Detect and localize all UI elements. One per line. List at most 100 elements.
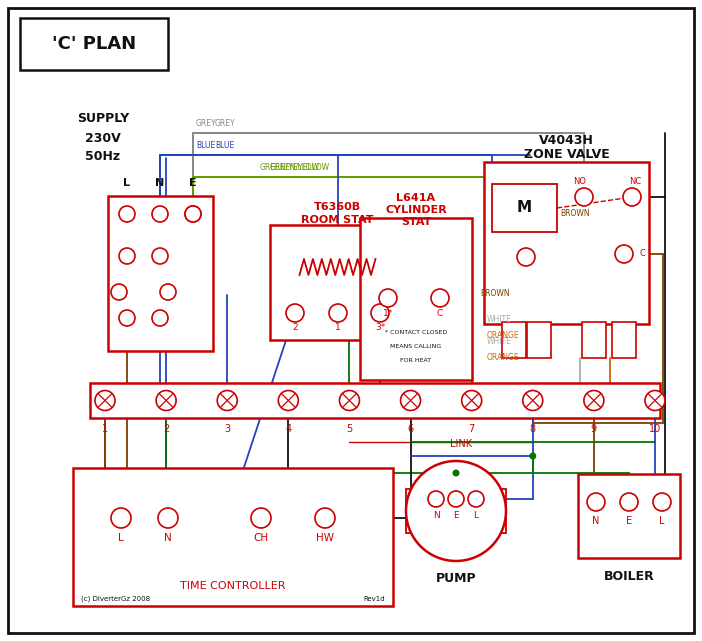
Bar (406, 489, 420, 533)
Text: HW: HW (316, 533, 334, 543)
Circle shape (462, 390, 482, 410)
Circle shape (448, 491, 464, 507)
Text: GREEN/YELLOW: GREEN/YELLOW (260, 163, 320, 172)
Circle shape (623, 188, 641, 206)
Text: 1: 1 (102, 424, 108, 434)
Text: 1*: 1* (383, 308, 393, 317)
Text: E: E (189, 178, 197, 188)
Text: LINK: LINK (450, 439, 472, 449)
Circle shape (428, 491, 444, 507)
Circle shape (587, 493, 605, 511)
Circle shape (615, 245, 633, 263)
Bar (578, 474, 680, 558)
Text: T6360B: T6360B (314, 202, 361, 212)
Circle shape (653, 493, 671, 511)
Bar (73, 468, 393, 606)
Text: BROWN: BROWN (480, 289, 510, 298)
Circle shape (152, 248, 168, 264)
Text: 4: 4 (285, 424, 291, 434)
Circle shape (401, 390, 420, 410)
Circle shape (584, 390, 604, 410)
Bar (90, 383, 660, 418)
Text: N: N (432, 512, 439, 520)
Text: 6: 6 (407, 424, 413, 434)
Text: C: C (639, 249, 645, 258)
Text: PUMP: PUMP (436, 572, 477, 585)
Text: L: L (474, 512, 479, 520)
Text: STAT: STAT (401, 217, 431, 227)
Bar (582, 322, 606, 358)
Text: FOR HEAT: FOR HEAT (400, 358, 432, 363)
Text: NC: NC (629, 176, 641, 185)
Text: N: N (592, 516, 600, 526)
Text: Rev1d: Rev1d (364, 596, 385, 602)
Text: V4043H: V4043H (539, 133, 594, 147)
Text: L: L (118, 533, 124, 543)
Bar (502, 322, 526, 358)
Text: WHITE: WHITE (487, 315, 512, 324)
Text: 2: 2 (163, 424, 169, 434)
Circle shape (329, 304, 347, 322)
Circle shape (217, 390, 237, 410)
Circle shape (160, 284, 176, 300)
Text: 1: 1 (335, 322, 341, 331)
Text: N: N (155, 178, 165, 188)
Bar (612, 322, 636, 358)
Text: GREY: GREY (215, 119, 236, 128)
Text: L: L (124, 178, 131, 188)
Circle shape (575, 188, 593, 206)
Text: BLUE: BLUE (196, 141, 216, 150)
Circle shape (111, 284, 127, 300)
Text: ORANGE: ORANGE (487, 331, 519, 340)
Bar (492, 184, 557, 232)
Text: N: N (164, 533, 172, 543)
Text: 3: 3 (224, 424, 230, 434)
Circle shape (431, 289, 449, 307)
Bar (108, 196, 213, 351)
Bar (492, 489, 506, 533)
Text: ORANGE: ORANGE (487, 353, 519, 363)
Circle shape (152, 310, 168, 326)
Text: NO: NO (574, 176, 586, 185)
Circle shape (119, 206, 135, 222)
Circle shape (185, 206, 201, 222)
Circle shape (119, 310, 135, 326)
Text: BLUE: BLUE (215, 141, 234, 150)
Text: 3*: 3* (375, 322, 385, 331)
Circle shape (185, 206, 201, 222)
Text: WHITE: WHITE (487, 338, 512, 347)
Circle shape (95, 390, 115, 410)
Circle shape (371, 304, 389, 322)
Text: E: E (626, 516, 632, 526)
Text: L641A: L641A (397, 193, 435, 203)
Text: 9: 9 (591, 424, 597, 434)
Circle shape (152, 206, 168, 222)
Text: 50Hz: 50Hz (86, 151, 121, 163)
Bar (360, 218, 472, 380)
Circle shape (251, 508, 271, 528)
Circle shape (158, 508, 178, 528)
Text: (c) DiverterGz 2008: (c) DiverterGz 2008 (81, 595, 150, 603)
Text: 8: 8 (530, 424, 536, 434)
Text: 2: 2 (292, 322, 298, 331)
Text: L: L (659, 516, 665, 526)
Circle shape (340, 390, 359, 410)
Circle shape (620, 493, 638, 511)
Text: CH: CH (253, 533, 269, 543)
Text: 7: 7 (468, 424, 475, 434)
Text: SUPPLY: SUPPLY (77, 112, 129, 124)
Circle shape (379, 289, 397, 307)
Bar (527, 322, 551, 358)
Text: 10: 10 (649, 424, 661, 434)
Circle shape (453, 469, 460, 476)
Text: 'C' PLAN: 'C' PLAN (52, 35, 136, 53)
Text: C: C (437, 308, 443, 317)
Circle shape (406, 461, 506, 561)
Circle shape (517, 248, 535, 266)
Text: GREY: GREY (196, 119, 217, 128)
Text: ZONE VALVE: ZONE VALVE (524, 147, 609, 160)
Text: ROOM STAT: ROOM STAT (301, 215, 373, 225)
Text: E: E (453, 512, 459, 520)
Text: * CONTACT CLOSED: * CONTACT CLOSED (385, 331, 447, 335)
Circle shape (156, 390, 176, 410)
